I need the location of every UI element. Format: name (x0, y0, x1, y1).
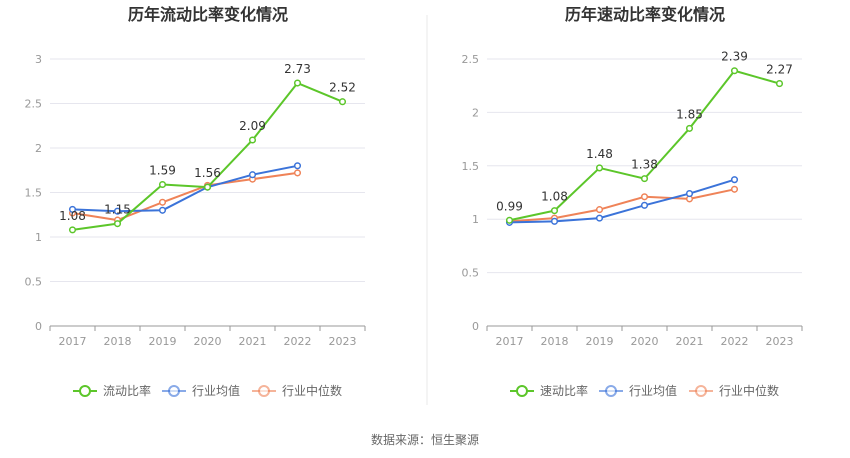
legend-marker (258, 385, 270, 397)
data-point (68, 226, 77, 234)
x-tick-label: 2018 (541, 335, 569, 348)
chart-title: 历年速动比率变化情况 (565, 5, 725, 24)
y-tick-label: 2 (472, 106, 479, 119)
legend-industry-median[interactable]: 行业中位数 (689, 383, 779, 398)
data-label: 2.39 (721, 50, 748, 64)
y-tick-label: 2.5 (25, 98, 43, 111)
legend-marker (695, 385, 707, 397)
data-point (550, 217, 559, 225)
x-tick-label: 2021 (239, 335, 267, 348)
data-point (595, 164, 604, 172)
legend-label: 速动比率 (540, 383, 588, 398)
data-point (595, 206, 604, 214)
data-point (550, 207, 559, 215)
y-tick-label: 1.5 (25, 187, 43, 200)
legend-industry-avg[interactable]: 行业均值 (599, 383, 677, 398)
data-point (640, 175, 649, 183)
x-tick-label: 2023 (329, 335, 357, 348)
y-tick-label: 1.5 (462, 160, 480, 173)
legend-label: 行业均值 (192, 383, 240, 398)
x-tick-label: 2019 (149, 335, 177, 348)
x-tick-label: 2021 (676, 335, 704, 348)
data-point (248, 136, 257, 144)
x-tick-label: 2017 (59, 335, 87, 348)
data-label: 1.38 (631, 158, 658, 172)
data-point (730, 176, 739, 184)
x-tick-label: 2018 (104, 335, 132, 348)
data-point (505, 216, 514, 224)
data-point (775, 80, 784, 88)
data-point (640, 193, 649, 201)
data-point (158, 206, 167, 214)
data-label: 1.08 (541, 190, 568, 204)
line-industry-avg (509, 178, 735, 224)
legend-label: 行业中位数 (282, 383, 342, 398)
data-label: 2.27 (766, 63, 793, 77)
source-note: 数据来源：恒生聚源 (371, 432, 479, 447)
y-tick-label: 2.5 (462, 53, 480, 66)
legend-company[interactable]: 速动比率 (510, 383, 588, 398)
y-tick-label: 1 (35, 231, 42, 244)
data-point (113, 220, 122, 228)
x-tick-label: 2023 (766, 335, 794, 348)
data-label: 2.09 (239, 119, 266, 133)
legend-label: 流动比率 (103, 383, 151, 398)
data-point (730, 67, 739, 75)
data-point (595, 214, 604, 222)
y-tick-label: 1 (472, 213, 479, 226)
data-point (293, 79, 302, 87)
legend-marker (516, 385, 528, 397)
quick-ratio-chart: 历年速动比率变化情况 0 0.5 1 1.5 2 2.5 2017 2018 2019 2020 20… (462, 5, 803, 398)
data-label: 1.15 (104, 203, 131, 217)
data-point (730, 185, 739, 193)
y-tick-label: 0.5 (25, 276, 43, 289)
data-point (685, 124, 694, 132)
data-point (113, 207, 122, 215)
y-tick-label: 0 (35, 320, 42, 333)
data-point (338, 98, 347, 106)
line-industry-avg (72, 164, 298, 213)
x-tick-label: 2020 (194, 335, 222, 348)
chart-title: 历年流动比率变化情况 (128, 5, 288, 24)
legend-company[interactable]: 流动比率 (73, 383, 151, 398)
data-label: 1.08 (59, 209, 86, 223)
y-tick-label: 0 (472, 320, 479, 333)
y-tick-label: 2 (35, 142, 42, 155)
data-point (158, 180, 167, 189)
data-label: 2.73 (284, 62, 311, 76)
data-point (248, 171, 257, 179)
x-tick-label: 2019 (586, 335, 614, 348)
data-label: 1.85 (676, 107, 703, 121)
y-tick-label: 0.5 (462, 267, 480, 280)
data-point (293, 162, 302, 170)
x-tick-label: 2022 (721, 335, 749, 348)
data-point (68, 205, 77, 213)
data-label: 2.52 (329, 81, 356, 95)
data-label: 1.48 (586, 147, 613, 161)
data-point (203, 183, 212, 191)
data-point (640, 201, 649, 209)
data-label: 1.59 (149, 163, 176, 177)
line-industry-median (509, 188, 735, 223)
legend-industry-avg[interactable]: 行业均值 (162, 383, 240, 398)
x-tick-label: 2022 (284, 335, 312, 348)
line-industry-median (72, 171, 298, 222)
legend-marker (168, 385, 180, 397)
legend-label: 行业均值 (629, 383, 677, 398)
data-point (158, 198, 167, 206)
x-tick-label: 2020 (631, 335, 659, 348)
x-tick-label: 2017 (496, 335, 524, 348)
data-label: 0.99 (496, 199, 523, 213)
legend-marker (79, 385, 91, 397)
y-tick-label: 3 (35, 53, 42, 66)
data-label: 1.56 (194, 166, 221, 180)
legend-label: 行业中位数 (719, 383, 779, 398)
current-ratio-chart: 历年流动比率变化情况 0 0.5 1 1.5 2 2.5 3 2017 2018 2019 2020 2… (25, 5, 366, 398)
data-point (293, 169, 302, 177)
data-point (685, 190, 694, 198)
legend-marker (605, 385, 617, 397)
legend-industry-median[interactable]: 行业中位数 (252, 383, 342, 398)
